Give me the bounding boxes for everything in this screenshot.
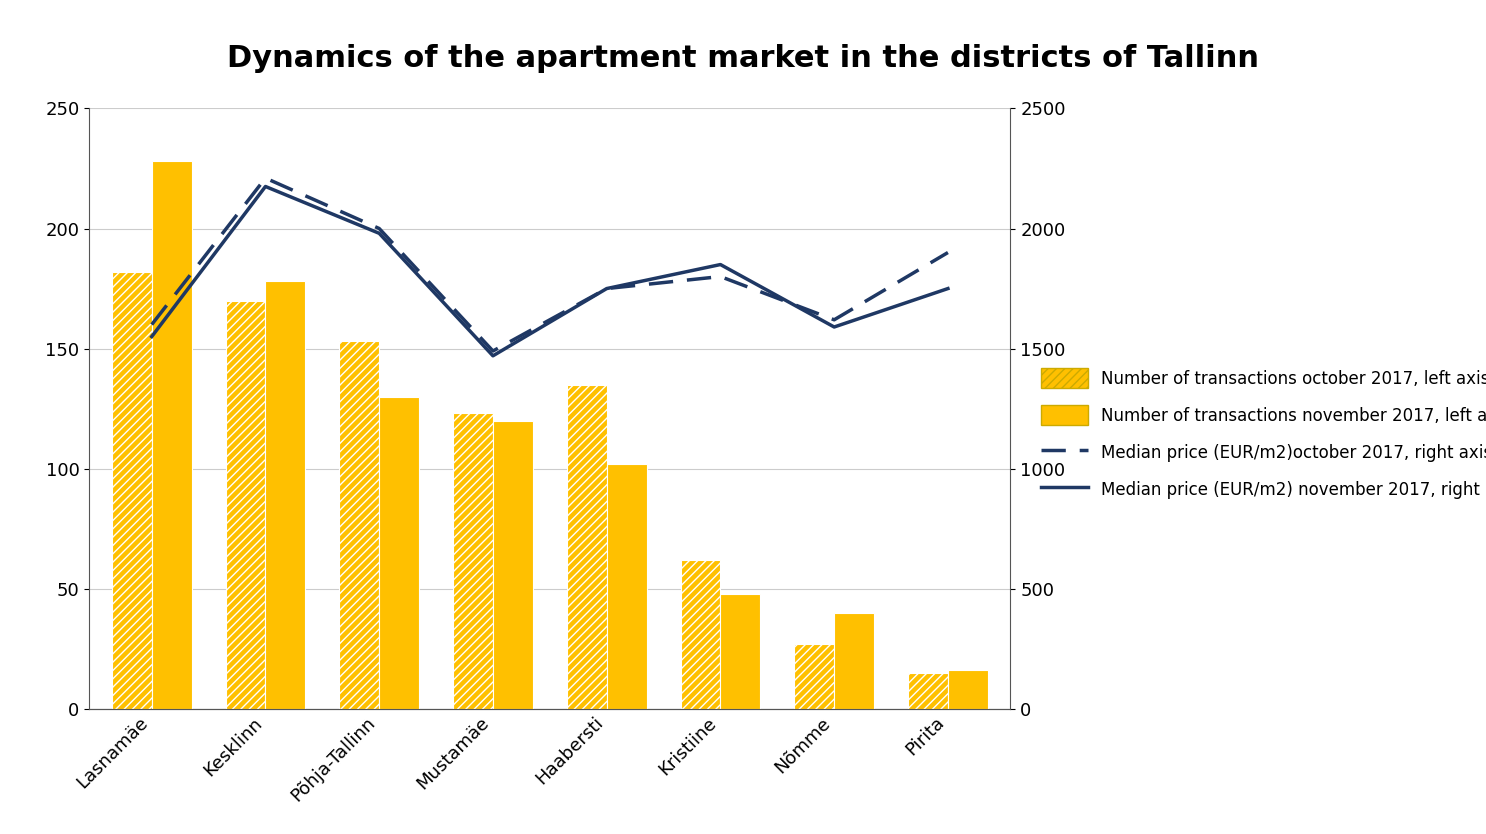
- Text: Dynamics of the apartment market in the districts of Tallinn: Dynamics of the apartment market in the …: [227, 44, 1259, 73]
- Bar: [834, 613, 874, 709]
- Legend: Number of transactions october 2017, left axis, Number of transactions november : Number of transactions october 2017, lef…: [1042, 368, 1486, 500]
- Bar: [566, 384, 606, 709]
- Bar: [453, 414, 493, 709]
- Bar: [226, 300, 266, 709]
- Bar: [908, 673, 948, 709]
- Bar: [493, 420, 533, 709]
- Bar: [948, 671, 988, 709]
- Bar: [379, 397, 419, 709]
- Bar: [339, 341, 379, 709]
- Bar: [721, 594, 761, 709]
- Bar: [606, 464, 646, 709]
- Bar: [681, 560, 721, 709]
- Bar: [795, 644, 834, 709]
- Bar: [111, 272, 152, 709]
- Bar: [266, 281, 305, 709]
- Bar: [152, 161, 192, 709]
